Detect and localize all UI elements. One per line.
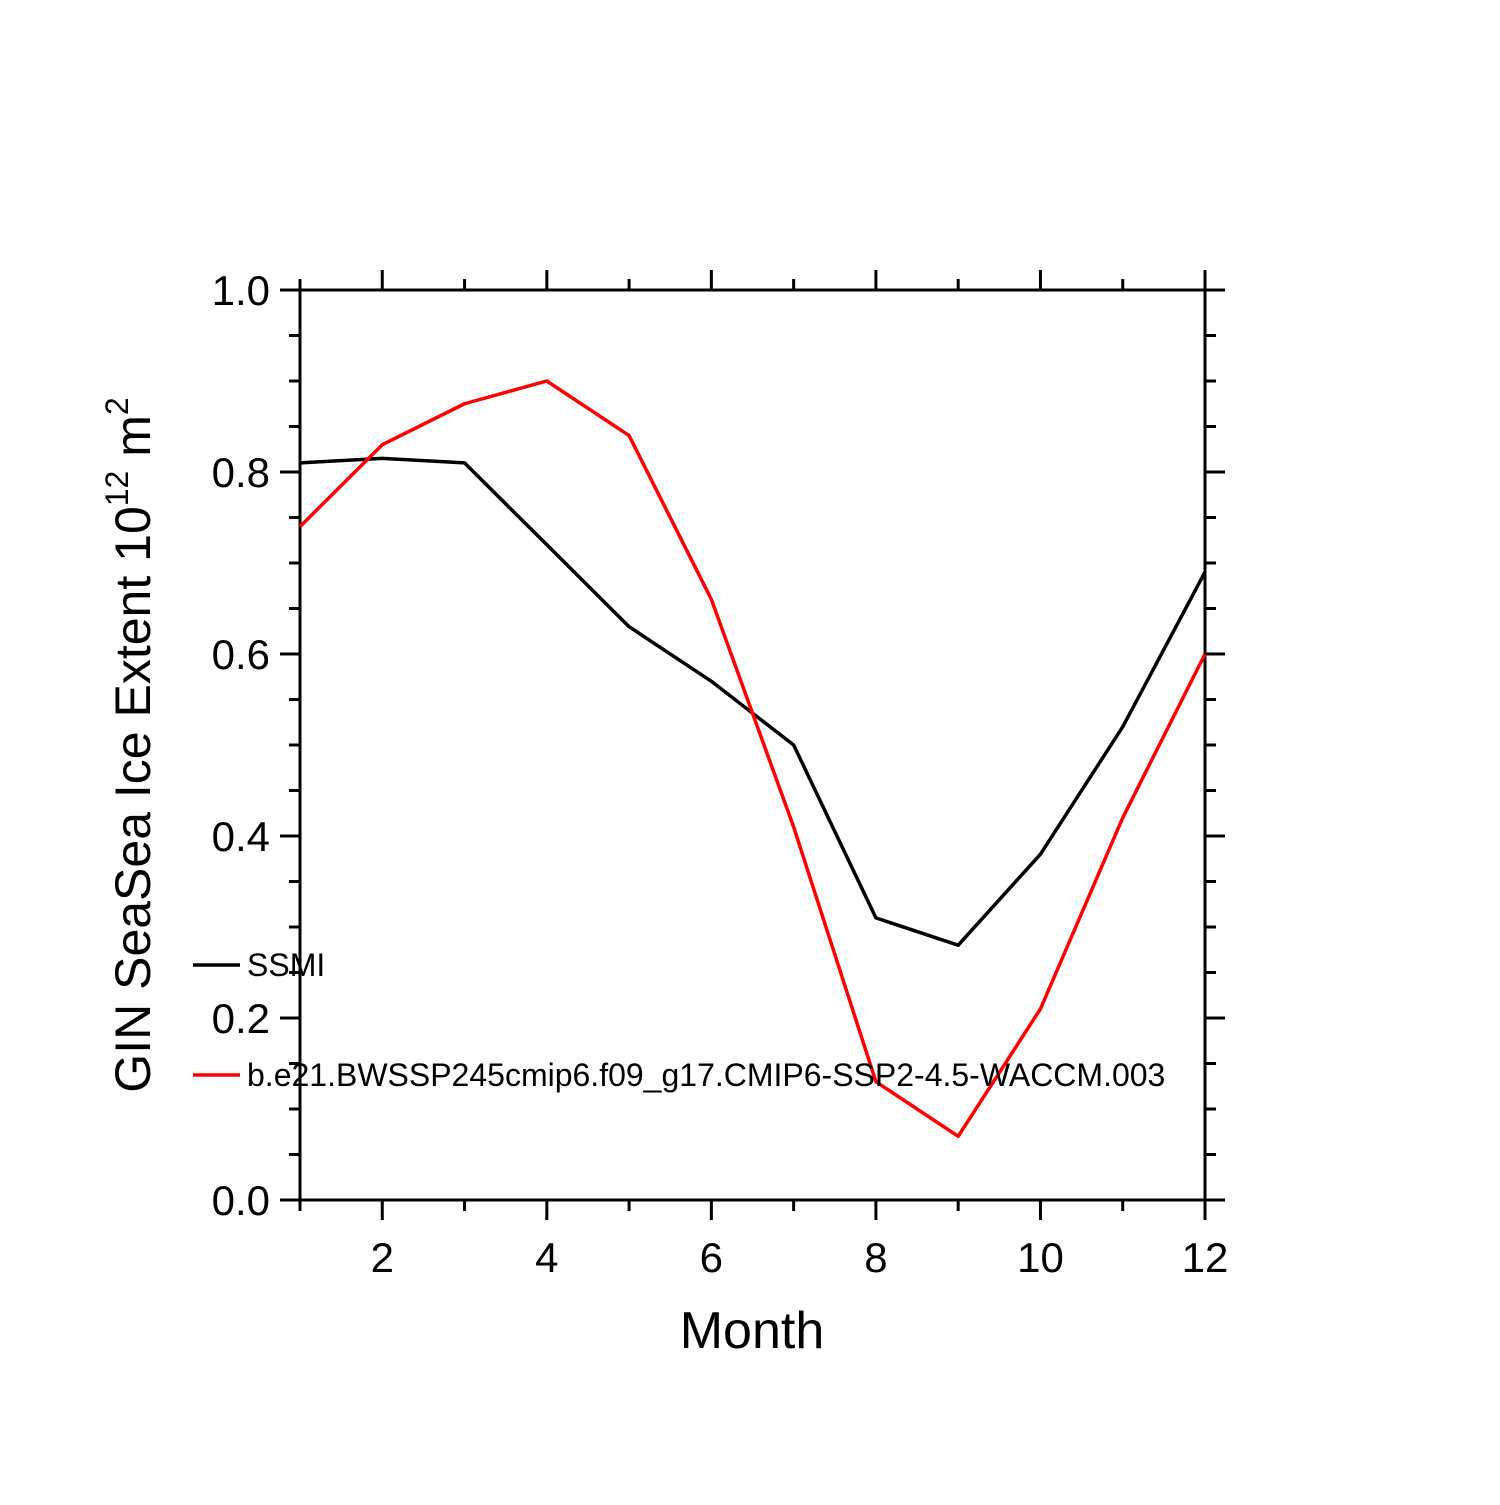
- x-tick-label: 4: [535, 1234, 558, 1281]
- y-axis-title: GIN SeaSea Ice Extent 1012 m2: [99, 397, 161, 1092]
- series-model-line: [298, 379, 1207, 1139]
- tick-labels: 2 4 6 8 10 12 0.0 0.2 0.4 0.6 0.8 1.0: [212, 267, 1229, 1281]
- plot-border: [298, 288, 1207, 1202]
- x-tick-label: 2: [371, 1234, 394, 1281]
- x-tick-label: 12: [1182, 1234, 1229, 1281]
- y-tick-label: 0.4: [212, 813, 270, 860]
- series-ssmi-line: [299, 456, 1207, 947]
- y-tick-label: 0.2: [212, 995, 270, 1042]
- y-tick-label: 1.0: [212, 267, 270, 314]
- x-axis-title: Month: [680, 1302, 825, 1360]
- y-axis-title-unit-exponent: 2: [99, 397, 135, 415]
- y-axis-title-base: GIN SeaSea Ice Extent 10: [105, 506, 161, 1092]
- x-tick-label: 6: [700, 1234, 723, 1281]
- x-tick-label: 8: [864, 1234, 887, 1281]
- legend: SSMI b.e21.BWSSP245cmip6.f09_g17.CMIP6-S…: [193, 947, 1165, 1093]
- legend-ssmi-label: SSMI: [247, 947, 325, 983]
- y-axis-title-exponent: 12: [99, 471, 135, 507]
- x-tick-label: 10: [1017, 1234, 1064, 1281]
- y-axis-title-unit: m: [105, 415, 161, 471]
- legend-model-label: b.e21.BWSSP245cmip6.f09_g17.CMIP6-SSP2-4…: [247, 1057, 1165, 1093]
- y-tick-label: 0.8: [212, 449, 270, 496]
- y-tick-label: 0.0: [212, 1177, 270, 1224]
- axis-ticks: [280, 270, 1225, 1220]
- y-tick-label: 0.6: [212, 631, 270, 678]
